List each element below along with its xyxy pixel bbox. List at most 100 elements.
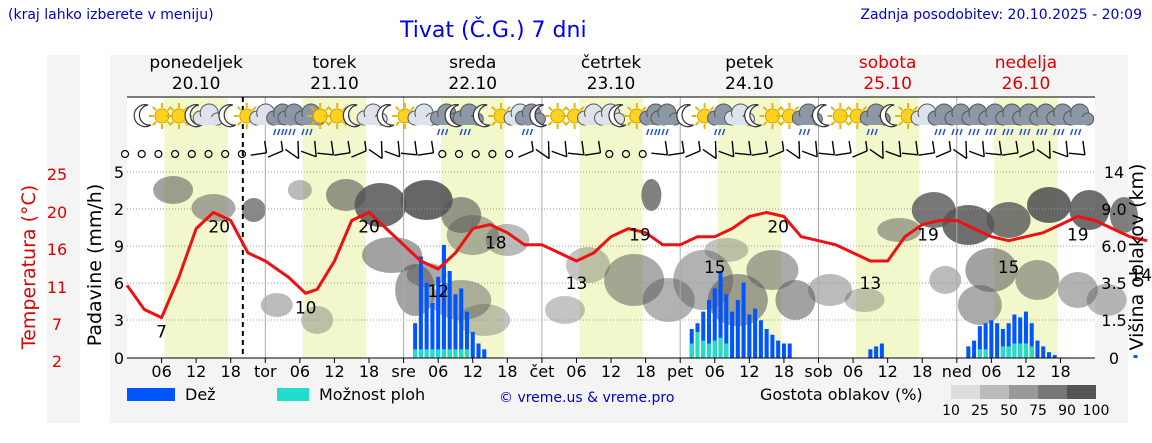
cloud-density-blob <box>566 247 610 283</box>
sun-ray <box>506 106 512 112</box>
sun-ray <box>310 106 316 112</box>
day-name: ponedeljek <box>149 53 243 73</box>
rain-bar <box>430 302 435 358</box>
wind-barb-symbol <box>953 148 967 160</box>
credit-link[interactable]: © vreme.us & vreme.pro <box>499 390 674 406</box>
wind-barb-feather <box>380 140 383 159</box>
wind-barb-symbol <box>551 150 567 158</box>
rain-bar <box>413 323 418 358</box>
x-tick-label: sre <box>391 362 415 381</box>
wind-barb-symbol <box>518 150 534 158</box>
x-tick-label: 18 <box>774 362 794 381</box>
x-tick-label: 18 <box>359 362 379 381</box>
cloud-density-blob <box>957 285 1002 325</box>
cloud-base <box>985 117 1003 125</box>
x-tick-label: 18 <box>221 362 241 381</box>
legend-cloud-title: Gostota oblakov (%) <box>760 385 923 404</box>
temperature-label: 7 <box>156 323 167 343</box>
rain-drop-icon <box>1040 128 1044 136</box>
shower-bar <box>1012 343 1017 358</box>
location-hint[interactable]: (kraj lahko izberete v meniju) <box>8 7 214 23</box>
rain-bar <box>1035 340 1040 358</box>
temperature-label: 13 <box>860 274 882 294</box>
day-date: 20.10 <box>172 74 221 94</box>
rain-drop-icon <box>870 128 874 136</box>
rain-drop-icon <box>989 128 993 136</box>
rain-bar <box>1006 323 1011 358</box>
wind-barb-symbol <box>734 152 751 156</box>
temperature-label: 19 <box>1067 226 1089 246</box>
cloud-icon <box>1063 103 1095 126</box>
wind-barb-symbol <box>718 150 734 158</box>
sun-ray <box>169 106 174 112</box>
shower-bar <box>706 343 712 358</box>
sun-ray <box>327 120 333 126</box>
wind-barb-feather <box>1065 140 1069 157</box>
x-tick-label: 06 <box>705 362 725 381</box>
temperature-label: 10 <box>295 298 317 318</box>
rain-drop-icon <box>1057 128 1061 136</box>
day-date: 24.10 <box>725 74 774 94</box>
left-margin-panel <box>47 55 80 423</box>
rain-drop-icon <box>866 128 870 136</box>
wind-barb-feather <box>798 140 801 159</box>
sun-icon <box>165 103 192 129</box>
x-tick-label: 18 <box>1050 362 1070 381</box>
wind-barb-feather <box>998 140 1003 155</box>
wind-calm-symbol <box>505 149 514 159</box>
wind-barb-symbol <box>368 148 383 160</box>
wind-barb-symbol <box>918 152 935 156</box>
cloud-density-blob <box>1086 284 1127 316</box>
rain-bar <box>1029 323 1034 358</box>
shower-bar <box>701 340 706 358</box>
sun-ray <box>626 106 632 112</box>
wind-barb-feather <box>547 140 550 159</box>
rain-drop-icon <box>1002 128 1006 136</box>
wind-barb-symbol <box>417 152 434 156</box>
x-tick-label: pet <box>667 362 693 381</box>
cloud-height-tick: 6.0 <box>1101 237 1126 256</box>
rain-drop-icon <box>646 128 650 136</box>
last-updated: Zadnja posodobitev: 20.10.2025 - 20:09 <box>860 7 1142 23</box>
rain-bar <box>966 346 971 358</box>
rain-drop-icon <box>525 128 530 136</box>
cloud-density-blob <box>1069 190 1110 230</box>
x-tick-label: 06 <box>151 362 171 381</box>
cloud-density-blob <box>986 202 1031 238</box>
rain-drop-icon <box>661 128 665 136</box>
rain-drop-icon <box>1027 128 1031 136</box>
wind-calm-symbol <box>621 149 631 159</box>
day-name: četrtek <box>581 53 642 73</box>
cloud-density-blob <box>965 248 1018 292</box>
shower-bar <box>436 349 441 358</box>
day-date: 21.10 <box>310 74 359 94</box>
moon-icon <box>184 104 203 128</box>
rain-bar <box>476 343 481 358</box>
wind-barb-symbol <box>801 150 818 158</box>
x-tick-label: 12 <box>877 362 897 381</box>
precipitation-tick: 0 <box>114 349 124 368</box>
sun-ray <box>579 106 585 112</box>
wind-calm-symbol <box>454 149 464 159</box>
rain-drop-icon <box>993 128 997 136</box>
wind-barb-feather <box>330 140 335 155</box>
x-tick-label: 18 <box>635 362 655 381</box>
wind-barb-symbol <box>351 150 367 158</box>
cloud-height-tick: 0 <box>1109 349 1119 368</box>
sun-disc <box>329 108 345 124</box>
rain-bar <box>868 349 873 358</box>
rain-drop-icon <box>976 128 980 136</box>
temperature-label: 15 <box>704 258 726 278</box>
sun-ray <box>626 120 632 126</box>
temperature-label: 20 <box>208 217 230 237</box>
wind-barb-symbol <box>885 150 901 158</box>
legend-cloud-swatch <box>1009 385 1038 399</box>
moon-icon <box>218 104 237 128</box>
wind-barb-feather <box>982 140 985 157</box>
cloud-height-tick: 9.0 <box>1101 200 1126 219</box>
rain-drop-icon <box>1006 128 1010 136</box>
rain-bar <box>1052 355 1057 358</box>
cloud-density-blob <box>877 218 922 242</box>
temperature-tick: 11 <box>47 278 67 297</box>
legend-shower-swatch <box>277 388 309 401</box>
